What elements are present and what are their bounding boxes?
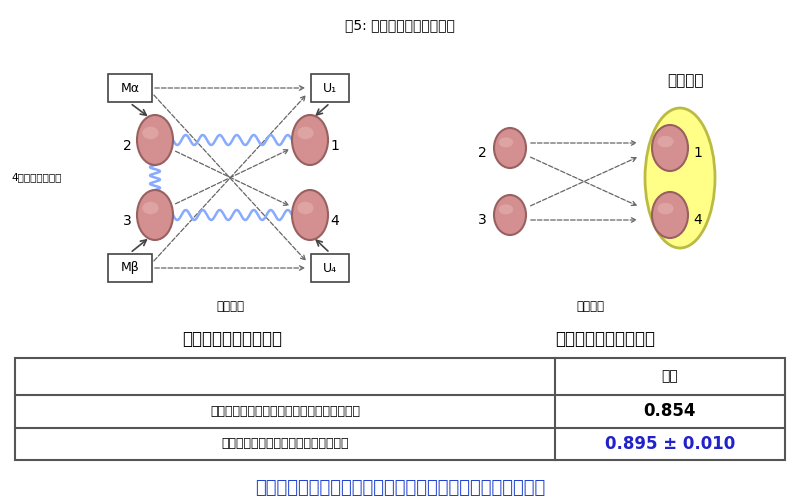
Bar [15, 358, 785, 460]
Text: 4: 4 [694, 213, 702, 227]
Text: 古典通信: 古典通信 [216, 300, 244, 313]
Text: U₄: U₄ [323, 262, 337, 275]
Text: 1: 1 [330, 139, 339, 153]
Text: Mα: Mα [121, 81, 139, 95]
Ellipse shape [298, 202, 314, 214]
Text: U₁: U₁ [323, 81, 337, 95]
Ellipse shape [652, 192, 688, 238]
Ellipse shape [142, 202, 158, 214]
Ellipse shape [499, 204, 514, 214]
Text: 状態生成: 状態生成 [666, 73, 703, 88]
Ellipse shape [652, 125, 688, 171]
Text: 量子もつれありのときの今回の実験値: 量子もつれありのときの今回の実験値 [222, 437, 349, 450]
Ellipse shape [142, 127, 158, 139]
Text: 今回の実験において量子もつれが一方向量子計算に真に貢献: 今回の実験において量子もつれが一方向量子計算に真に貢献 [255, 479, 545, 497]
Ellipse shape [658, 136, 674, 147]
Text: 量子もつれがない場合: 量子もつれがない場合 [555, 330, 655, 348]
Ellipse shape [292, 190, 328, 240]
Text: 量子もつれなし（古典）のときの理論限界値: 量子もつれなし（古典）のときの理論限界値 [210, 405, 360, 418]
Text: 古典通信: 古典通信 [576, 300, 604, 313]
Bar [311, 254, 349, 282]
Ellipse shape [298, 127, 314, 139]
Ellipse shape [645, 108, 715, 248]
Ellipse shape [658, 203, 674, 214]
Bar [108, 74, 152, 102]
Ellipse shape [494, 195, 526, 235]
Text: 0.895 ± 0.010: 0.895 ± 0.010 [605, 435, 735, 453]
Text: 2: 2 [122, 139, 131, 153]
Text: 0.854: 0.854 [644, 402, 696, 420]
Ellipse shape [137, 115, 173, 165]
Text: 4: 4 [330, 214, 339, 228]
Ellipse shape [494, 128, 526, 168]
Text: 3: 3 [122, 214, 131, 228]
Text: Mβ: Mβ [121, 262, 139, 275]
Bar [108, 254, 152, 282]
Text: 図5: 一方向量子計算の評価: 図5: 一方向量子計算の評価 [345, 18, 455, 32]
Text: 2: 2 [478, 146, 486, 160]
Ellipse shape [499, 137, 514, 147]
Ellipse shape [137, 190, 173, 240]
Text: 精度: 精度 [662, 370, 678, 383]
Bar [311, 74, 349, 102]
Text: 4光子量子もつれ: 4光子量子もつれ [12, 173, 62, 183]
Text: 1: 1 [694, 146, 702, 160]
Text: 量子もつれがある場合: 量子もつれがある場合 [182, 330, 282, 348]
Text: 3: 3 [478, 213, 486, 227]
Ellipse shape [292, 115, 328, 165]
